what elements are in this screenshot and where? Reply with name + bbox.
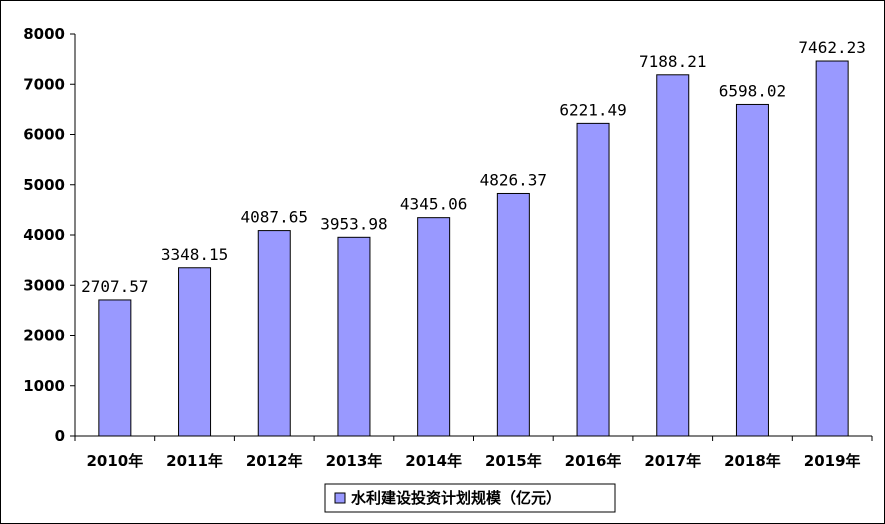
bar-2012年	[257, 230, 291, 437]
data-label: 7188.21	[639, 52, 706, 71]
data-labels: 2707.57 3348.15 4087.65 3953.98 4345.06 4826.…	[81, 38, 866, 296]
bar-2016年	[576, 122, 610, 437]
y-axis: 0 1000 2000 3000 4000 5000 6000 7000 8000	[23, 25, 76, 445]
x-tick-label: 2018年	[724, 452, 781, 470]
x-tick-label: 2019年	[804, 452, 861, 470]
y-tick-label: 4000	[23, 226, 65, 244]
data-label: 6598.02	[719, 81, 786, 100]
data-label: 7462.23	[798, 38, 865, 57]
x-tick-label: 2013年	[326, 452, 383, 470]
bar-2011年	[178, 267, 212, 437]
x-tick-label: 2012年	[246, 452, 303, 470]
x-tick-label: 2015年	[485, 452, 542, 470]
data-label: 4087.65	[241, 208, 308, 227]
bar-2013年	[337, 236, 371, 437]
x-axis: 2010年 2011年 2012年 2013年 2014年 2015年 2016年 2017年…	[74, 435, 873, 470]
y-tick-label: 0	[55, 427, 65, 445]
x-tick-label: 2014年	[405, 452, 462, 470]
data-label: 4826.37	[480, 170, 547, 189]
x-tick-label: 2016年	[565, 452, 622, 470]
x-tick-label: 2010年	[86, 452, 143, 470]
x-tick-label: 2011年	[166, 452, 223, 470]
data-label: 3953.98	[320, 214, 387, 233]
bar-2015年	[496, 192, 530, 437]
y-tick-label: 5000	[23, 176, 65, 194]
legend-box	[324, 483, 616, 513]
bar-2017年	[656, 74, 690, 437]
data-label: 2707.57	[81, 277, 148, 296]
y-tick-label: 8000	[23, 25, 65, 43]
data-label: 3348.15	[161, 245, 228, 264]
bars	[98, 60, 849, 437]
legend-swatch	[334, 492, 346, 504]
y-tick-label: 3000	[23, 276, 65, 294]
y-tick-label: 1000	[23, 377, 65, 395]
bar-2010年	[98, 299, 132, 437]
y-tick-label: 6000	[23, 126, 65, 144]
y-tick-label: 2000	[23, 327, 65, 345]
legend-label: 水利建设投资计划规模（亿元）	[351, 489, 561, 507]
data-label: 6221.49	[559, 100, 626, 119]
x-tick-label: 2017年	[644, 452, 701, 470]
bar-2014年	[417, 217, 451, 437]
legend: 水利建设投资计划规模（亿元）	[324, 483, 616, 513]
bar-2019年	[815, 60, 849, 437]
y-tick-label: 7000	[23, 75, 65, 93]
data-label: 4345.06	[400, 195, 467, 214]
bar-2018年	[735, 103, 769, 437]
